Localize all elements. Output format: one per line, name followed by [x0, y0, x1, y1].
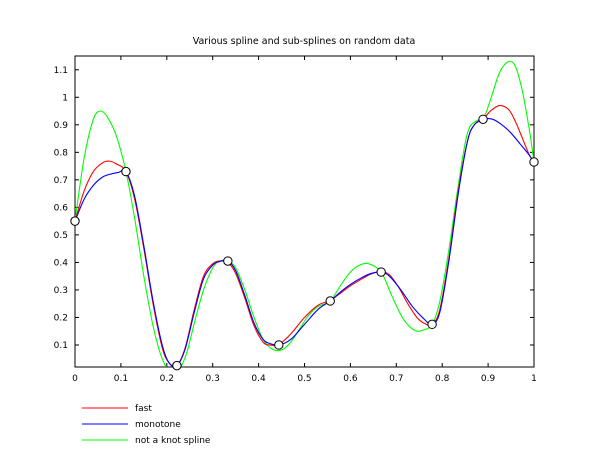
data-point-marker [274, 340, 284, 350]
x-tick-label: 0.3 [206, 374, 220, 384]
x-tick-label: 0.9 [481, 374, 496, 384]
data-point-marker [529, 157, 539, 167]
data-point-marker [376, 267, 386, 277]
x-tick-label: 0.6 [343, 374, 358, 384]
x-tick-label: 0.4 [251, 374, 266, 384]
y-axis: 0.1 0.2 0.3 0.4 0.5 0.6 0.7 0.8 0.9 1 1.1 [54, 66, 534, 351]
x-tick-label: 0 [72, 374, 78, 384]
data-points-layer [70, 114, 539, 371]
y-tick-label: 1 [62, 93, 68, 103]
legend-label: not a knot spline [135, 436, 211, 446]
data-point-marker [325, 296, 335, 306]
x-tick-label: 0.8 [435, 374, 450, 384]
x-tick-label: 0.1 [114, 374, 128, 384]
series-line-not-a-knot-spline [75, 60, 534, 367]
legend: fast monotone not a knot spline [82, 404, 211, 446]
y-tick-label: 1.1 [54, 66, 68, 76]
data-point-marker [70, 216, 80, 226]
y-tick-label: 0.6 [54, 203, 69, 213]
x-tick-label: 0.2 [160, 374, 174, 384]
y-tick-label: 0.9 [54, 121, 69, 131]
chart-title: Various spline and sub-splines on random… [193, 36, 416, 47]
data-point-marker [223, 256, 233, 266]
y-tick-label: 0.2 [54, 313, 68, 323]
legend-label: fast [135, 404, 152, 414]
x-tick-label: 0.7 [389, 374, 403, 384]
data-point-marker [478, 114, 488, 125]
y-tick-label: 0.8 [54, 148, 69, 158]
y-tick-label: 0.4 [54, 258, 69, 268]
legend-label: monotone [135, 420, 181, 430]
data-point-marker [121, 166, 131, 177]
y-tick-label: 0.1 [54, 341, 68, 351]
x-tick-label: 1 [531, 374, 537, 384]
x-tick-label: 0.5 [297, 374, 311, 384]
series-layer [75, 60, 534, 367]
series-line-monotone [75, 118, 534, 367]
data-point-marker [427, 319, 437, 330]
x-axis: 0 0.1 0.2 0.3 0.4 0.5 0.6 0.7 0.8 0.9 1 [72, 56, 537, 384]
y-tick-label: 0.5 [54, 231, 68, 241]
y-tick-label: 0.3 [54, 286, 68, 296]
data-point-marker [172, 360, 182, 371]
y-tick-label: 0.7 [54, 176, 68, 186]
